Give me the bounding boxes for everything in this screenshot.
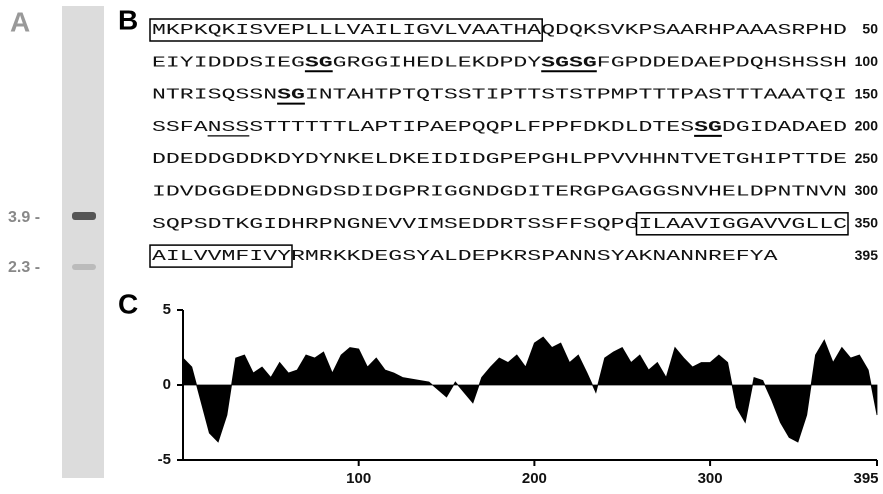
sequence-segment: SG (277, 87, 305, 104)
y-tick-label: 5 (163, 301, 171, 318)
y-tick-label: 0 (163, 376, 171, 393)
x-tick-label: 300 (698, 470, 723, 487)
residue-number: 100 (855, 53, 879, 69)
sequence-segment: NSS (208, 119, 250, 136)
sequence-segment: DDEDDGDDKDYDYNKELDKEIDIDGPEPGHLPPVVHHNTV… (152, 151, 847, 168)
sequence-segment: SG (305, 54, 333, 71)
sequence-segment: ILAAVIGGAVVGLLC (639, 216, 848, 233)
x-tick-label: 200 (522, 470, 547, 487)
sequence-segment: MKPKQKISVEPLLLVAILIGVLVAATHA (152, 22, 541, 39)
size-marker: 2.3 - (8, 259, 40, 276)
gel-band (72, 212, 96, 220)
gel-band (72, 264, 96, 270)
y-tick-label: -5 (158, 451, 171, 468)
sequence-segment: SG (694, 119, 722, 136)
residue-number: 200 (855, 118, 879, 134)
sequence-segment: STTTTTTLAPTIPAEPQQPLFPPFDKDLDTES (249, 119, 694, 136)
sequence-segment: DGIDADAED (722, 119, 847, 136)
x-tick-label: 395 (853, 470, 878, 487)
sequence-segment: AILVVMFIVY (152, 248, 291, 265)
panel-label: C (118, 288, 138, 319)
residue-number: 395 (855, 247, 879, 263)
sequence-segment: QDQKSVKPSAARHPAAASRPHD (541, 22, 847, 39)
residue-number: 350 (855, 215, 879, 231)
hydropathy-area (183, 337, 877, 442)
sequence-segment: GRGGIHEDLEKDPDY (333, 54, 542, 71)
sequence-segment: FGPDDEDAEPDQHSHSSH (597, 54, 847, 71)
residue-number: 150 (855, 85, 879, 101)
sequence-segment: INTAHTPTQTSSTIPTTSTSTPMPTTTPASTTTAAATQI (305, 87, 847, 104)
sequence-segment: IDVDGGDEDDNGDSDIDGPRIGGNDGDITERGPGAGGSNV… (152, 183, 847, 200)
panel-label: A (10, 6, 30, 37)
x-tick-label: 100 (346, 470, 371, 487)
sequence-segment: EIYIDDDSIEG (152, 54, 305, 71)
panel-label: B (118, 4, 138, 35)
figure: A 3.9 - 2.3 - B C MKPKQKISVEPLLLVAILIGVL… (0, 0, 883, 494)
size-marker: 3.9 - (8, 209, 40, 226)
sequence-segment: NTRISQSSN (152, 87, 277, 104)
residue-number: 250 (855, 150, 879, 166)
residue-number: 50 (862, 21, 878, 37)
gel-lane (62, 6, 104, 478)
sequence-segment: RMRKKDEGSYALDEPKRSPANNSYAKNANNREFYA (291, 248, 778, 265)
sequence-segment: SGSG (541, 54, 597, 71)
residue-number: 300 (855, 182, 879, 198)
sequence-segment: SQPSDTKGIDHRPNGNEVVIMSEDDRTSSFFSQPG (152, 216, 639, 233)
sequence-segment: SSFA (152, 119, 208, 136)
